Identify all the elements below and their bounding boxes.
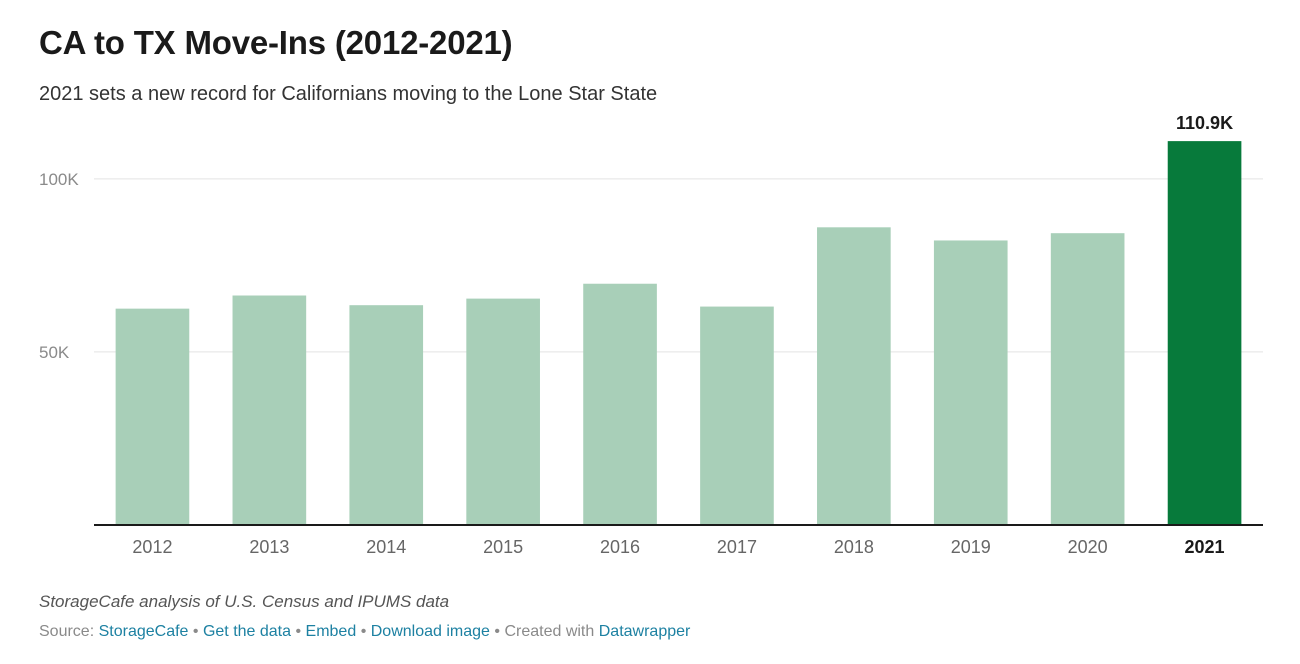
footer-separator: • xyxy=(360,623,367,640)
y-tick-label: 100K xyxy=(39,170,79,189)
chart-footer: Source: StorageCafe • Get the data • Emb… xyxy=(39,623,690,641)
x-tick-label: 2012 xyxy=(132,537,172,557)
x-tick-label: 2019 xyxy=(951,537,991,557)
bar xyxy=(700,306,774,525)
bar xyxy=(583,283,657,525)
footer-separator: • xyxy=(494,623,500,640)
x-tick-label: 2014 xyxy=(366,537,406,557)
x-tick-label: 2020 xyxy=(1068,537,1108,557)
x-tick-label: 2021 xyxy=(1185,537,1225,557)
bar xyxy=(933,240,1008,525)
chart-subtitle: 2021 sets a new record for Californians … xyxy=(39,83,658,105)
x-tick-label: 2016 xyxy=(600,537,640,557)
embed-link[interactable]: Embed xyxy=(305,623,357,640)
created-with-text: Created with xyxy=(504,623,595,640)
datawrapper-link[interactable]: Datawrapper xyxy=(598,623,691,640)
bar xyxy=(232,295,307,525)
download-image-link[interactable]: Download image xyxy=(370,623,490,640)
x-tick-label: 2018 xyxy=(834,537,874,557)
bar xyxy=(817,227,891,526)
footer-separator: • xyxy=(295,623,302,640)
bar xyxy=(1050,233,1125,525)
data-label: 110.9K xyxy=(1176,113,1233,133)
footer-separator: • xyxy=(192,623,199,640)
source-prefix: Source: xyxy=(39,623,95,640)
x-tick-label: 2017 xyxy=(717,537,757,557)
bar xyxy=(115,308,190,525)
y-tick-label: 50K xyxy=(39,343,70,362)
x-tick-label: 2013 xyxy=(249,537,289,557)
x-tick-label: 2015 xyxy=(483,537,523,557)
source-link[interactable]: StorageCafe xyxy=(98,623,189,640)
bar xyxy=(1167,141,1242,525)
get-data-link[interactable]: Get the data xyxy=(202,623,292,640)
bar xyxy=(466,298,540,525)
bar xyxy=(349,305,424,525)
chart-title: CA to TX Move-Ins (2012-2021) xyxy=(39,24,513,61)
chart-notes: StorageCafe analysis of U.S. Census and … xyxy=(39,592,450,611)
